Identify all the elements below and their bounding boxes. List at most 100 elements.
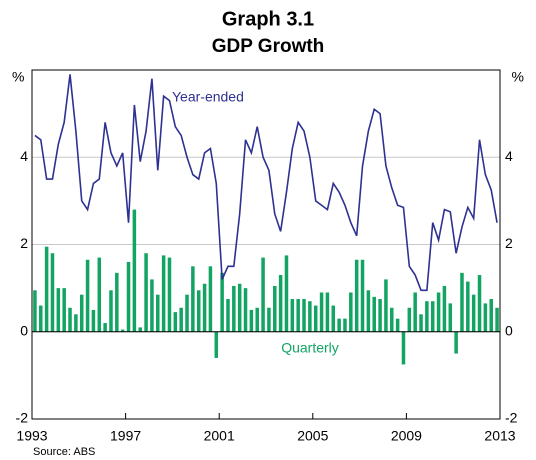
bar xyxy=(255,307,259,332)
y2-tick-label: 4 xyxy=(505,148,513,164)
bar xyxy=(161,255,166,332)
x-tick-label: 2005 xyxy=(297,428,328,444)
bar xyxy=(249,309,254,332)
bar xyxy=(495,307,499,332)
bar xyxy=(68,307,72,332)
bar xyxy=(384,279,388,332)
bar xyxy=(243,288,248,332)
bar xyxy=(331,305,336,332)
chart-subtitle: GDP Growth xyxy=(212,36,325,57)
bar xyxy=(50,253,55,332)
bar xyxy=(85,259,90,332)
y2-unit: % xyxy=(512,69,524,85)
bar xyxy=(442,285,447,332)
y-tick-label: 0 xyxy=(20,322,28,338)
bar xyxy=(185,294,189,332)
bar xyxy=(390,307,394,332)
bar xyxy=(436,292,441,332)
bar xyxy=(232,285,236,332)
bar xyxy=(308,301,312,332)
bar xyxy=(489,299,493,332)
bar xyxy=(401,331,406,365)
bar xyxy=(296,299,300,332)
bar xyxy=(290,299,295,332)
bar xyxy=(196,290,201,332)
bar xyxy=(74,314,78,332)
bar xyxy=(167,257,172,332)
bar xyxy=(278,275,283,332)
bar xyxy=(62,288,66,332)
y-tick-label: 4 xyxy=(20,148,28,164)
bar xyxy=(109,290,113,332)
bar xyxy=(261,257,265,332)
bar xyxy=(220,272,224,332)
bar xyxy=(477,275,482,332)
bar xyxy=(191,266,195,332)
bar xyxy=(454,331,458,354)
bar xyxy=(419,314,423,332)
bar xyxy=(44,246,49,332)
bar xyxy=(179,307,183,332)
y-tick-label: 2 xyxy=(20,235,28,251)
bar xyxy=(91,309,96,332)
line xyxy=(34,74,498,292)
bar xyxy=(39,305,43,332)
bar xyxy=(156,294,160,332)
bar xyxy=(267,307,271,332)
source-note: Source: ABS xyxy=(33,446,95,458)
bar xyxy=(79,294,84,332)
chart-title: Graph 3.1 xyxy=(222,8,314,30)
bar xyxy=(354,259,359,332)
bar xyxy=(284,255,289,332)
bar xyxy=(343,318,347,332)
y-unit: % xyxy=(12,69,24,85)
bar xyxy=(349,292,353,332)
bar xyxy=(325,292,330,332)
bar xyxy=(395,318,400,332)
bar xyxy=(413,292,417,332)
bar xyxy=(430,301,435,332)
bar xyxy=(366,290,371,332)
bar xyxy=(226,299,230,332)
x-tick-label: 2013 xyxy=(484,428,515,444)
bar xyxy=(115,272,119,332)
bar xyxy=(471,294,476,332)
bar xyxy=(372,296,376,332)
x-tick-label: 1997 xyxy=(110,428,141,444)
series-label: Year-ended xyxy=(172,89,244,105)
bar xyxy=(273,285,277,332)
bar xyxy=(33,290,37,332)
bar xyxy=(120,329,125,332)
bar xyxy=(425,301,429,332)
bar xyxy=(150,279,154,332)
y2-tick-label: -2 xyxy=(505,410,518,426)
bar xyxy=(126,261,131,332)
bar xyxy=(313,305,318,332)
y2-tick-label: 2 xyxy=(505,235,513,251)
bar xyxy=(173,312,178,332)
bar xyxy=(460,272,464,332)
bar xyxy=(237,283,242,332)
bar xyxy=(360,259,365,332)
bar xyxy=(337,318,341,332)
y2-tick-label: 0 xyxy=(505,322,513,338)
bar xyxy=(208,266,213,332)
bar xyxy=(448,303,453,332)
bar xyxy=(56,288,61,332)
series-label: Quarterly xyxy=(281,340,339,356)
x-tick-label: 2001 xyxy=(204,428,235,444)
y-tick-label: -2 xyxy=(16,410,29,426)
bar xyxy=(466,281,470,332)
x-tick-label: 2009 xyxy=(391,428,422,444)
bar xyxy=(132,209,137,332)
bar xyxy=(138,327,142,332)
bar xyxy=(483,303,488,332)
bar xyxy=(97,257,102,332)
bar xyxy=(407,307,412,332)
bar xyxy=(378,299,382,332)
bar xyxy=(144,253,148,332)
bar xyxy=(214,331,219,358)
bar xyxy=(302,299,306,332)
plot-frame xyxy=(31,69,501,420)
